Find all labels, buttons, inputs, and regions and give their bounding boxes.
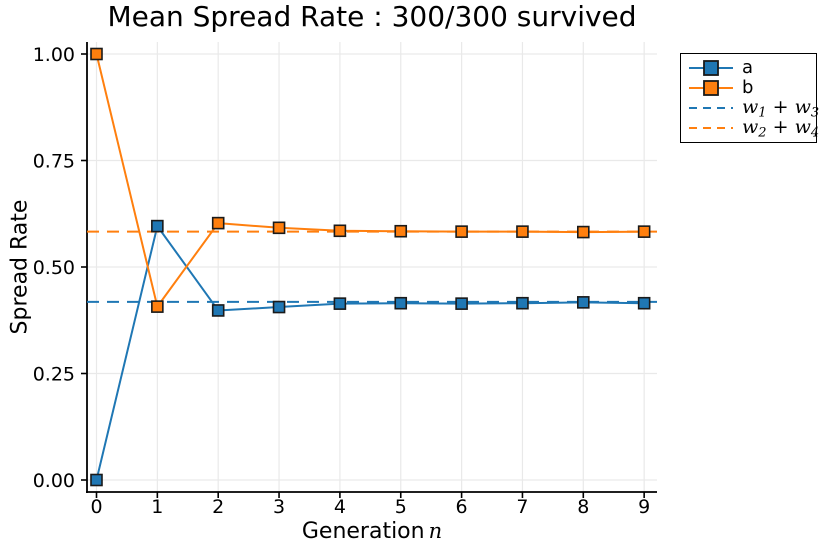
x-tick-label-6: 6 [456,496,468,518]
series-a-markers [90,219,651,487]
legend-label: w2 + w4 [742,116,820,141]
marker-a-7 [516,296,529,310]
series-b-markers [90,47,651,313]
tick-labels: 0 1 2 3 4 5 6 7 8 9 0.00 0.25 0.50 0.75 1.00 [33,44,651,518]
x-axis-label-text: Generation [301,519,425,544]
y-tick-label-0.00: 0.00 [33,470,75,492]
legend-line-sample [689,59,733,76]
y-tick-label-0.50: 0.50 [33,257,75,279]
y-tick-label-0.25: 0.25 [33,364,75,386]
x-tick-label-0: 0 [90,496,102,518]
marker-a-3 [272,300,286,314]
x-tick-label-7: 7 [516,496,528,518]
marker-b-1 [151,300,164,313]
marker-b-8 [576,225,590,239]
marker-a-9 [637,296,651,310]
legend-entry-a: a [689,58,808,77]
marker-b-0 [90,47,103,61]
y-axis-label: Spread Rate [7,199,33,335]
x-tick-label-5: 5 [395,496,407,518]
series-b-line [95,53,646,308]
series-a-line [95,225,646,481]
x-axis-label: Generation n [87,519,657,544]
y-tick-label-1.00: 1.00 [33,44,75,66]
legend-entry-b: b [689,78,808,97]
legend: a b w1 + w3 w2 + w4 [680,53,819,143]
legend-dashed-line-sample [689,106,733,109]
marker-a-2 [211,304,225,317]
marker-b-4 [333,224,347,238]
marker-b-3 [272,221,286,235]
x-tick-label-9: 9 [638,496,650,518]
legend-entry-w-w: w1 + w3 [689,98,819,120]
x-axis-label-mathvar: n [428,519,443,543]
marker-a-8 [576,296,590,309]
marker-a-5 [394,296,408,310]
marker-a-1 [151,219,164,233]
marker-b-2 [211,216,225,230]
legend-dashed-line-sample [689,126,733,129]
marker-b-7 [516,225,529,238]
x-tick-label-4: 4 [334,496,346,518]
marker-b-5 [394,224,408,238]
legend-label: b [742,76,754,98]
x-tick-label-8: 8 [577,496,589,518]
legend-square-marker-icon [703,59,719,76]
legend-square-marker-icon [703,79,719,96]
legend-line-sample [689,79,733,96]
legend-label: a [742,56,754,78]
x-tick-label-1: 1 [151,496,163,518]
legend-label: w1 + w3 [742,96,820,121]
tick-marks [81,53,645,498]
chart-title: Mean Spread Rate : 300/300 survived [107,0,637,33]
legend-entry-w-w: w2 + w4 [689,118,819,140]
marker-a-6 [455,297,468,310]
marker-a-0 [90,473,103,487]
gridlines [87,42,657,492]
marker-a-4 [333,297,347,310]
marker-b-6 [455,225,468,238]
marker-b-9 [637,225,651,238]
x-tick-label-3: 3 [273,496,285,518]
x-tick-label-2: 2 [212,496,224,518]
y-tick-label-0.75: 0.75 [33,151,75,173]
